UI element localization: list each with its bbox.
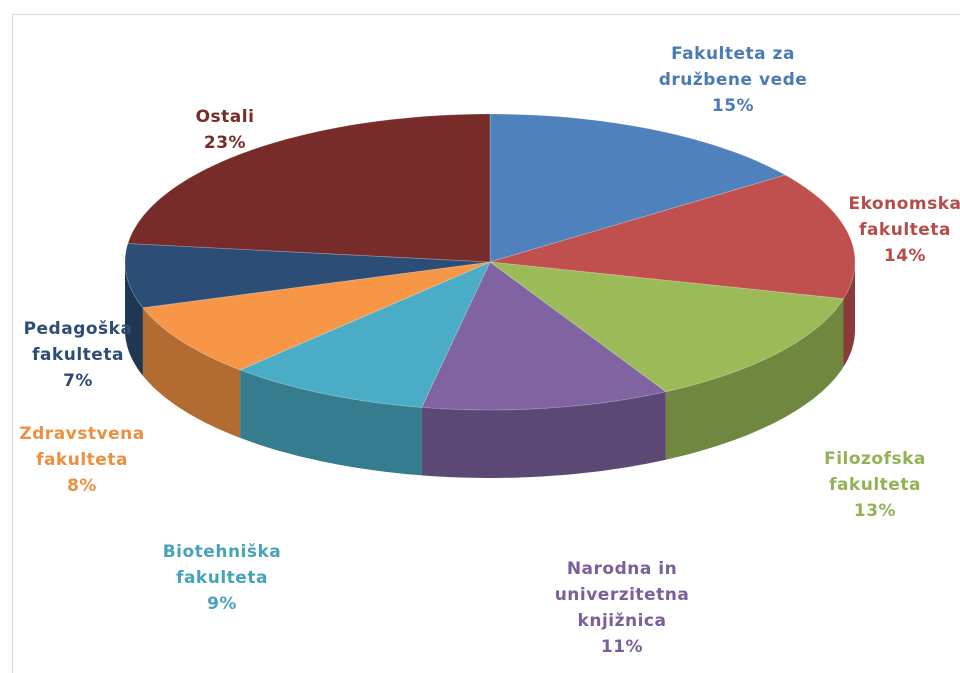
value-label: 8% [67,476,97,496]
data-label: Pedagoška fakulteta 7% [13,316,143,394]
data-label: Fakulteta za družbene vede 15% [638,41,828,119]
slice-side [240,369,422,476]
category-label: Fakulteta za družbene vede [658,44,808,90]
value-label: 14% [883,246,927,266]
slice-side [843,262,855,367]
slice [127,113,491,263]
category-label: Ekonomska fakulteta [848,194,960,240]
slice-side [665,298,844,460]
category-label: Pedagoška fakulteta [23,319,133,365]
value-label: 11% [600,637,644,657]
slice [420,261,667,411]
slice [239,261,491,408]
value-label: 13% [853,501,897,521]
value-label: 15% [711,96,755,116]
category-label: Ostali [195,107,255,127]
data-label: Ostali 23% [165,104,285,156]
data-label: Ekonomska fakulteta 14% [840,191,960,269]
slice-side [125,262,143,376]
slice [488,261,845,393]
slice [489,113,787,263]
data-label: Biotehniška fakulteta 9% [147,539,297,617]
value-label: 23% [203,133,247,153]
slice [142,261,491,371]
slice [124,243,491,309]
data-label: Filozofska fakulteta 13% [810,446,940,524]
category-label: Zdravstvena fakulteta [19,424,145,470]
data-label: Narodna in univerzitetna knjižnica 11% [542,556,702,660]
category-label: Biotehniška fakulteta [162,542,282,588]
slice-side [142,307,241,438]
category-label: Filozofska fakulteta [824,449,926,495]
category-label: Narodna in univerzitetna knjižnica [554,559,690,631]
slice-side [421,391,666,478]
value-label: 7% [63,371,93,391]
chart-frame [12,14,960,673]
value-label: 9% [207,594,237,614]
data-label: Zdravstvena fakulteta 8% [7,421,157,499]
slice [489,174,856,300]
